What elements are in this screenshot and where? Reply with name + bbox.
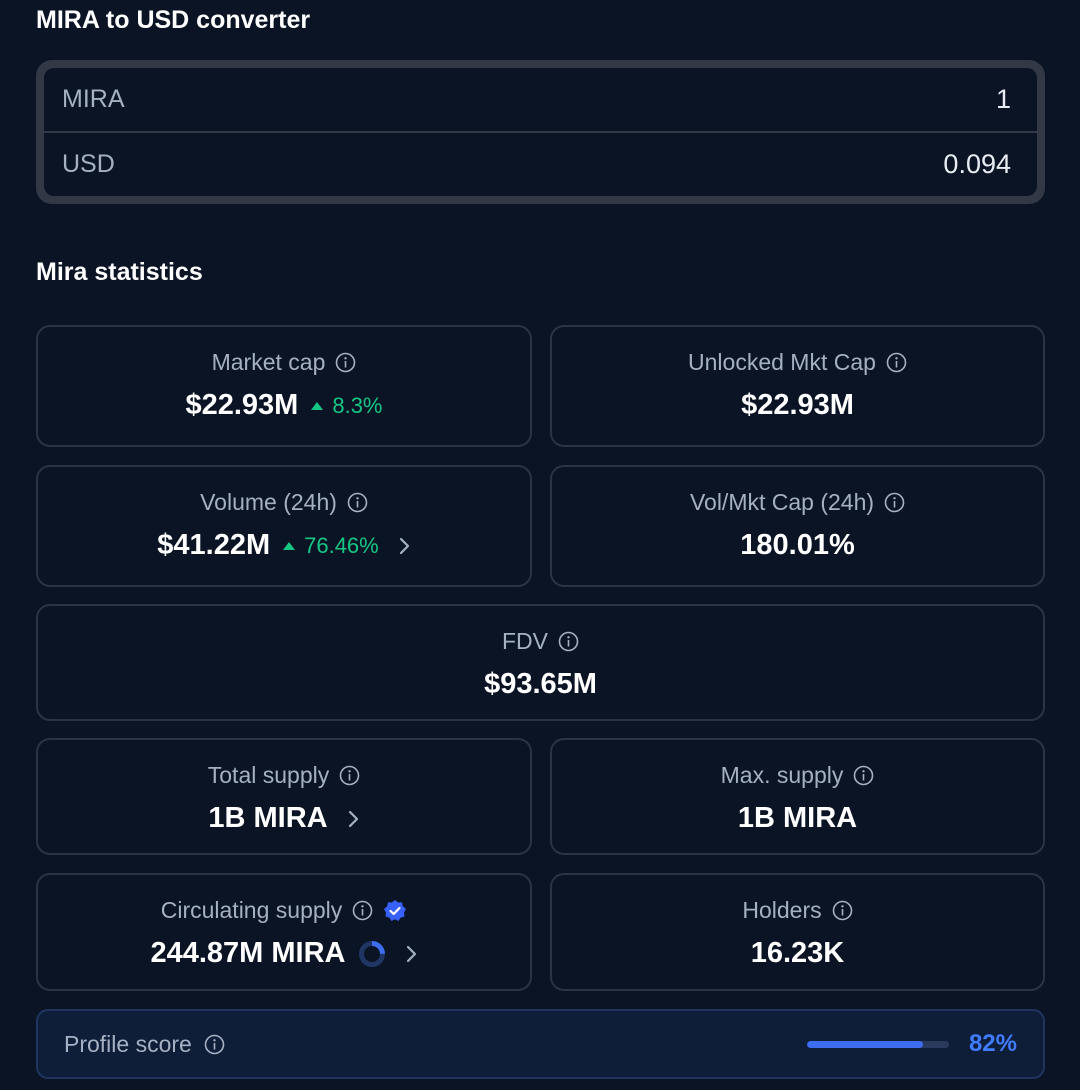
verified-badge-icon[interactable]: [383, 899, 407, 923]
info-icon[interactable]: [347, 492, 368, 513]
market-cap-card: Market cap $22.93M 8.3%: [36, 325, 532, 447]
chevron-right-icon[interactable]: [346, 809, 360, 829]
vol-mkt-cap-value: 180.01%: [740, 529, 855, 561]
triangle-up-icon: [282, 541, 296, 551]
converter-label-usd: USD: [62, 150, 115, 178]
max-supply-label: Max. supply: [720, 762, 844, 788]
total-supply-card[interactable]: Total supply 1B MIRA: [36, 738, 532, 855]
total-supply-value: 1B MIRA: [208, 802, 328, 834]
info-icon[interactable]: [352, 900, 373, 921]
converter-box: MIRA 1 USD 0.094: [36, 60, 1045, 204]
market-cap-change-value: 8.3%: [332, 392, 383, 418]
profile-score-bar[interactable]: Profile score 82%: [36, 1009, 1045, 1079]
converter-input-mira[interactable]: 1: [995, 84, 1011, 114]
profile-score-progress-fill: [806, 1040, 924, 1048]
vol-mkt-cap-label: Vol/Mkt Cap (24h): [689, 489, 875, 515]
volume-24h-label: Volume (24h): [200, 489, 337, 515]
market-cap-value: $22.93M: [185, 389, 299, 421]
unlocked-mkt-cap-card: Unlocked Mkt Cap $22.93M: [550, 325, 1045, 447]
circulating-supply-label: Circulating supply: [160, 897, 343, 923]
converter-input-usd[interactable]: 0.094: [943, 149, 1011, 179]
holders-label: Holders: [742, 897, 822, 923]
converter-row-mira[interactable]: MIRA 1: [44, 68, 1037, 131]
info-icon[interactable]: [335, 352, 356, 373]
supply-donut-icon: [358, 940, 386, 968]
market-cap-label: Market cap: [211, 349, 326, 375]
fdv-label: FDV: [502, 628, 548, 654]
info-icon[interactable]: [558, 631, 579, 652]
fdv-value: $93.65M: [484, 668, 597, 700]
profile-score-progress: [806, 1040, 949, 1048]
fdv-card: FDV $93.65M: [36, 604, 1045, 721]
info-icon[interactable]: [832, 900, 853, 921]
profile-score-label: Profile score: [64, 1030, 192, 1057]
circulating-supply-value: 244.87M MIRA: [150, 937, 346, 969]
chevron-right-icon[interactable]: [404, 944, 418, 964]
info-icon[interactable]: [339, 765, 360, 786]
info-icon[interactable]: [853, 765, 874, 786]
volume-24h-card[interactable]: Volume (24h) $41.22M 76.46%: [36, 465, 532, 587]
volume-24h-change-value: 76.46%: [304, 532, 379, 558]
market-cap-change: 8.3%: [310, 392, 383, 419]
vol-mkt-cap-card: Vol/Mkt Cap (24h) 180.01%: [550, 465, 1045, 587]
holders-card: Holders 16.23K: [550, 873, 1045, 991]
unlocked-mkt-cap-value: $22.93M: [741, 389, 854, 421]
max-supply-card: Max. supply 1B MIRA: [550, 738, 1045, 855]
info-icon[interactable]: [204, 1034, 225, 1055]
unlocked-mkt-cap-label: Unlocked Mkt Cap: [688, 349, 876, 375]
volume-24h-change: 76.46%: [282, 533, 379, 559]
total-supply-label: Total supply: [207, 762, 330, 788]
chevron-right-icon[interactable]: [397, 536, 411, 556]
converter-row-usd[interactable]: USD 0.094: [44, 131, 1037, 196]
holders-value: 16.23K: [750, 937, 845, 969]
max-supply-value: 1B MIRA: [737, 802, 858, 834]
volume-24h-value: $41.22M: [157, 529, 271, 561]
converter-label-mira: MIRA: [62, 85, 125, 113]
profile-score-value: 82%: [968, 1030, 1017, 1057]
info-icon[interactable]: [886, 352, 907, 373]
triangle-up-icon: [310, 401, 324, 411]
statistics-title: Mira statistics: [36, 258, 203, 286]
info-icon[interactable]: [884, 492, 905, 513]
circulating-supply-card[interactable]: Circulating supply 244.87M MIRA: [36, 873, 532, 991]
converter-title: MIRA to USD converter: [36, 6, 311, 34]
